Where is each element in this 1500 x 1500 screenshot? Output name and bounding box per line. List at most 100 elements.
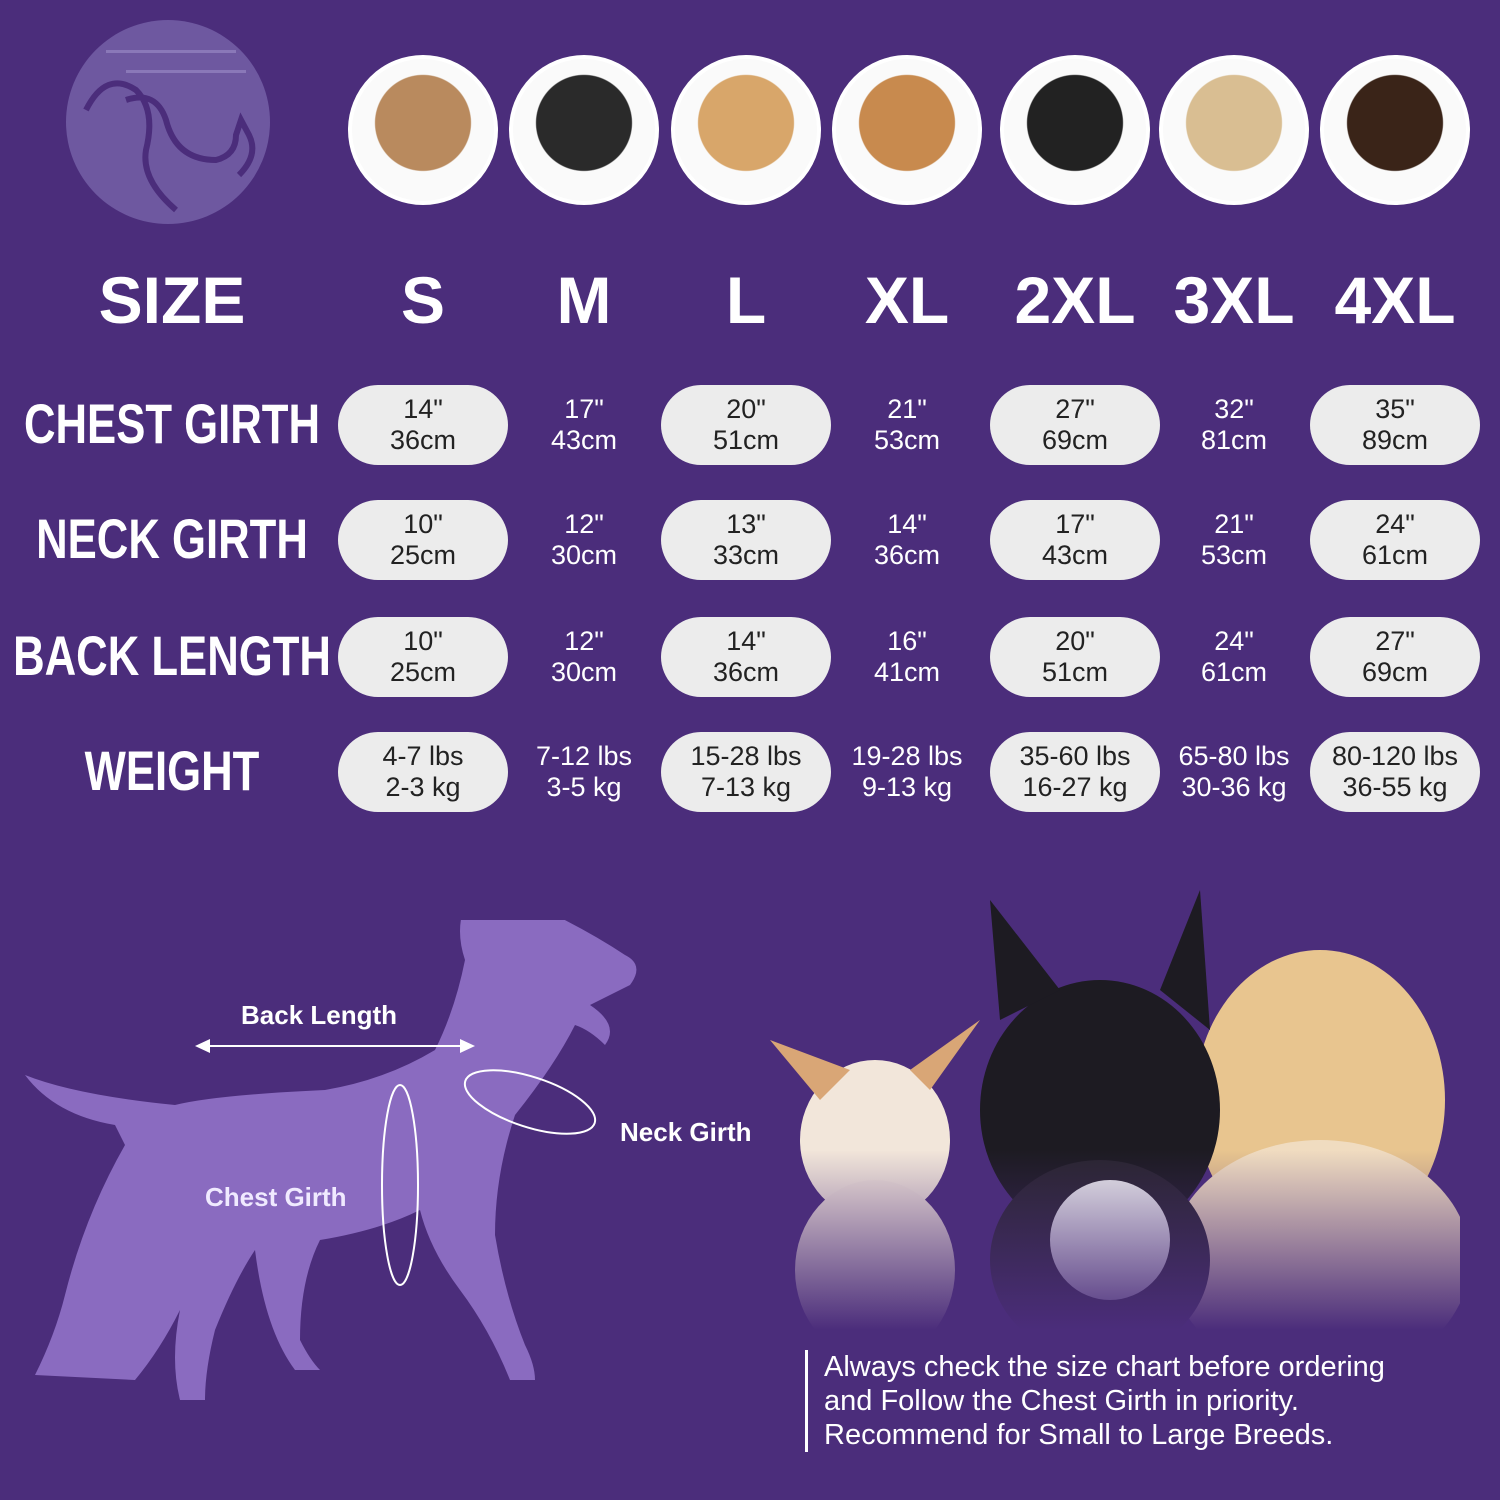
table-cell: 17" 43cm	[499, 385, 669, 465]
size-3xl: 3XL	[1173, 263, 1295, 337]
cell-imperial: 21"	[887, 394, 927, 424]
cell-imperial: 65-80 lbs	[1178, 741, 1290, 771]
table-cell: 24" 61cm	[1149, 617, 1319, 697]
cell-metric: 2-3 kg	[385, 772, 461, 802]
cell-metric: 69cm	[1041, 425, 1109, 455]
cell-imperial: 17"	[1055, 509, 1095, 539]
table-cell: 20" 51cm	[661, 385, 831, 465]
table-cell: 4-7 lbs 2-3 kg	[338, 732, 508, 812]
table-cell: 17" 43cm	[990, 500, 1160, 580]
cell-metric: 81cm	[1200, 425, 1268, 455]
cell-metric: 41cm	[873, 657, 941, 687]
table-cell: 35-60 lbs 16-27 kg	[990, 732, 1160, 812]
cell-imperial: 4-7 lbs	[382, 741, 464, 771]
shih-tzu-photo	[348, 55, 498, 205]
cell-imperial: 12"	[564, 509, 604, 539]
cell-imperial: 16"	[887, 626, 927, 656]
dog-measurement-diagram	[25, 920, 637, 1400]
dog-silhouette	[25, 920, 637, 1400]
cell-metric: 36cm	[712, 657, 780, 687]
cell-imperial: 14"	[887, 509, 927, 539]
three-dogs-photo	[760, 880, 1460, 1330]
boston-terrier-photo	[509, 55, 659, 205]
cell-imperial: 12"	[564, 626, 604, 656]
cell-metric: 53cm	[873, 425, 941, 455]
table-cell: 16" 41cm	[822, 617, 992, 697]
table-cell: 24" 61cm	[1310, 500, 1480, 580]
cell-imperial: 21"	[1214, 509, 1254, 539]
table-cell: 13" 33cm	[661, 500, 831, 580]
cell-metric: 9-13 kg	[861, 772, 953, 802]
back-length-label: Back Length	[241, 1000, 398, 1030]
note-line: Recommend for Small to Large Breeds.	[824, 1419, 1334, 1451]
cell-metric: 36-55 kg	[1342, 772, 1448, 802]
table-cell: 35" 89cm	[1310, 385, 1480, 465]
cell-metric: 61cm	[1361, 540, 1429, 570]
cell-metric: 33cm	[712, 540, 780, 570]
cell-metric: 36cm	[873, 540, 941, 570]
cell-imperial: 35"	[1375, 394, 1415, 424]
beagle-photo	[832, 55, 982, 205]
row-label: WEIGHT	[84, 739, 260, 802]
cell-imperial: 20"	[726, 394, 766, 424]
table-cell: 7-12 lbs 3-5 kg	[499, 732, 669, 812]
cell-metric: 30cm	[550, 540, 618, 570]
cell-imperial: 14"	[726, 626, 766, 656]
border-collie-photo	[1000, 55, 1150, 205]
cell-imperial: 35-60 lbs	[1019, 741, 1131, 771]
table-cell: 20" 51cm	[990, 617, 1160, 697]
cell-imperial: 15-28 lbs	[690, 741, 802, 771]
cell-metric: 3-5 kg	[546, 772, 622, 802]
table-cell: 32" 81cm	[1149, 385, 1319, 465]
dog-cat-icon	[83, 50, 256, 213]
cell-metric: 43cm	[1041, 540, 1109, 570]
cell-metric: 53cm	[1200, 540, 1268, 570]
cell-metric: 61cm	[1200, 657, 1268, 687]
cell-metric: 16-27 kg	[1022, 772, 1128, 802]
table-cell: 10" 25cm	[338, 500, 508, 580]
cell-imperial: 24"	[1375, 509, 1415, 539]
cell-metric: 7-13 kg	[700, 772, 792, 802]
cell-imperial: 10"	[403, 509, 443, 539]
table-cell: 12" 30cm	[499, 500, 669, 580]
note-line: and Follow the Chest Girth in priority.	[824, 1385, 1299, 1417]
size-2xl: 2XL	[1014, 263, 1136, 337]
cell-metric: 51cm	[1041, 657, 1109, 687]
cell-metric: 69cm	[1361, 657, 1429, 687]
cell-imperial: 20"	[1055, 626, 1095, 656]
cell-metric: 25cm	[389, 540, 457, 570]
cell-imperial: 10"	[403, 626, 443, 656]
cell-imperial: 80-120 lbs	[1331, 741, 1459, 771]
cell-metric: 43cm	[550, 425, 618, 455]
table-cell: 15-28 lbs 7-13 kg	[661, 732, 831, 812]
size-xl: XL	[864, 263, 950, 337]
row-label: CHEST GIRTH	[23, 392, 321, 455]
row-label: NECK GIRTH	[36, 507, 308, 570]
cell-imperial: 32"	[1214, 394, 1254, 424]
table-cell: 10" 25cm	[338, 617, 508, 697]
cocker-spaniel-photo	[671, 55, 821, 205]
table-cell: 27" 69cm	[1310, 617, 1480, 697]
cell-metric: 89cm	[1361, 425, 1429, 455]
chest-girth-label: Chest Girth	[205, 1182, 347, 1212]
cell-imperial: 17"	[564, 394, 604, 424]
cell-imperial: 13"	[726, 509, 766, 539]
cell-metric: 51cm	[712, 425, 780, 455]
cell-metric: 30cm	[550, 657, 618, 687]
cell-imperial: 7-12 lbs	[535, 741, 633, 771]
size-l: L	[725, 263, 767, 337]
cell-metric: 36cm	[389, 425, 457, 455]
cell-metric: 30-36 kg	[1181, 772, 1287, 802]
size-4xl: 4XL	[1334, 263, 1456, 337]
note-line: Always check the size chart before order…	[824, 1351, 1385, 1383]
table-cell: 27" 69cm	[990, 385, 1160, 465]
size-s: S	[400, 263, 446, 337]
neck-girth-label: Neck Girth	[620, 1117, 752, 1147]
cell-imperial: 24"	[1214, 626, 1254, 656]
cell-metric: 25cm	[389, 657, 457, 687]
sizing-note: Always check the size chart before order…	[805, 1350, 1385, 1452]
table-cell: 65-80 lbs 30-36 kg	[1149, 732, 1319, 812]
table-cell: 14" 36cm	[661, 617, 831, 697]
cell-imperial: 27"	[1055, 394, 1095, 424]
table-cell: 80-120 lbs 36-55 kg	[1310, 732, 1480, 812]
